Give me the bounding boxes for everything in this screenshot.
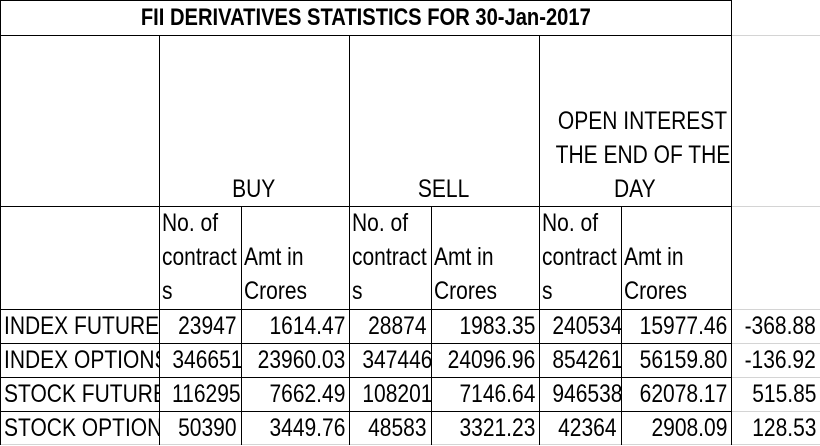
- sheet-title-text: FII DERIVATIVES STATISTICS FOR 30-Jan-20…: [140, 4, 591, 31]
- border: [0, 377, 731, 378]
- header-buy: BUY: [232, 175, 276, 203]
- border: [241, 206, 242, 445]
- cell-oi-contracts: 240534: [552, 312, 621, 340]
- cell-buy-amount: 3449.76: [269, 414, 345, 442]
- cell-sell-contracts: 28874: [368, 312, 427, 340]
- border: [0, 343, 731, 344]
- row-label: STOCK OPTIONS: [4, 414, 159, 442]
- header-sell: SELL: [418, 175, 470, 203]
- cell-buy-contracts: 346651: [172, 346, 241, 374]
- gridline: [731, 206, 820, 207]
- cell-oi-contracts: 854261: [552, 346, 621, 374]
- subheader-buy-amount: Amt in Crores: [244, 243, 308, 305]
- header-open-interest-line1: OPEN INTEREST AT: [557, 107, 731, 135]
- cell-buy-contracts: 23947: [178, 312, 237, 340]
- cell-oi-amount: 15977.46: [639, 312, 727, 340]
- cell-oi-amount: 62078.17: [639, 380, 727, 408]
- cell-oi-contracts: 42364: [558, 414, 617, 442]
- cell-sell-contracts: 347446: [362, 346, 431, 374]
- cell-sell-amount: 7146.64: [459, 380, 535, 408]
- gridline: [731, 309, 820, 310]
- gridline: [731, 411, 820, 412]
- cell-buy-contracts: 116295: [172, 380, 241, 408]
- row-label: INDEX OPTIONS: [4, 346, 159, 374]
- gridline: [731, 35, 820, 36]
- cell-buy-contracts: 50390: [178, 414, 237, 442]
- cell-buy-amount: 23960.03: [257, 346, 346, 374]
- border: [0, 309, 731, 310]
- cell-net: 515.85: [751, 380, 816, 408]
- border: [731, 206, 732, 445]
- cell-buy-amount: 7662.49: [269, 380, 345, 408]
- cell-sell-amount: 1983.35: [459, 312, 535, 340]
- cell-oi-contracts: 946538: [552, 380, 621, 408]
- cell-sell-amount: 3321.23: [459, 414, 535, 442]
- gridline: [0, 444, 820, 445]
- cell-oi-amount: 2908.09: [651, 414, 727, 442]
- cell-sell-contracts: 108201: [362, 380, 431, 408]
- header-open-interest-line3: DAY: [614, 175, 656, 203]
- subheader-oi-amount: Amt in Crores: [624, 243, 688, 305]
- cell-sell-contracts: 48583: [368, 414, 427, 442]
- subheader-buy-contracts: No. of contract s: [162, 209, 237, 305]
- border: [0, 411, 731, 412]
- subheader-sell-contracts: No. of contract s: [352, 209, 427, 305]
- border: [0, 206, 731, 207]
- header-open-interest-line2: THE END OF THE: [555, 141, 731, 169]
- row-label: INDEX FUTURES: [4, 312, 159, 340]
- border: [431, 206, 432, 445]
- border: [539, 35, 540, 445]
- row-label: STOCK FUTURES: [4, 380, 159, 408]
- subheader-oi-contracts: No. of contract s: [542, 209, 617, 305]
- border: [0, 35, 731, 36]
- border: [621, 206, 622, 445]
- border: [159, 35, 160, 445]
- subheader-sell-amount: Amt in Crores: [434, 243, 498, 305]
- border: [0, 0, 731, 1]
- cell-buy-amount: 1614.47: [269, 312, 345, 340]
- border: [349, 35, 350, 445]
- cell-net: -136.92: [744, 346, 816, 374]
- cell-sell-amount: 24096.96: [447, 346, 536, 374]
- cell-oi-amount: 56159.80: [639, 346, 727, 374]
- cell-net: 128.53: [751, 414, 816, 442]
- gridline: [731, 377, 820, 378]
- sheet-title: FII DERIVATIVES STATISTICS FOR 30-Jan-20…: [0, 2, 731, 34]
- border: [731, 0, 732, 206]
- border: [0, 0, 1, 445]
- cell-net: -368.88: [744, 312, 816, 340]
- gridline: [731, 343, 820, 344]
